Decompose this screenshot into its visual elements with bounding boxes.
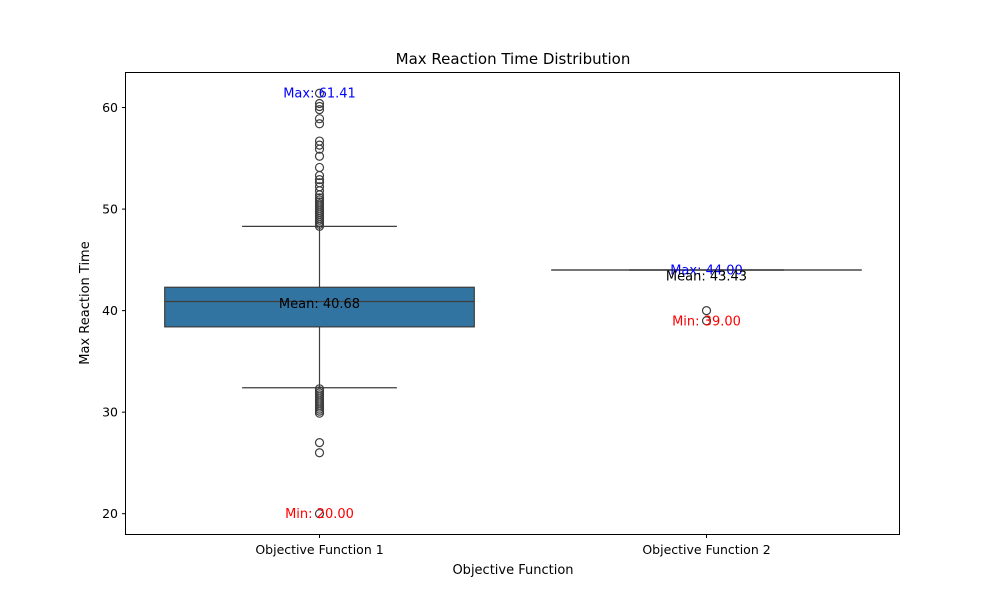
- outlier-point: [314, 438, 325, 448]
- max-annotation: Max: 61.41: [283, 87, 356, 102]
- mean-annotation: Mean: 43.43: [666, 269, 747, 284]
- outlier-point: [314, 509, 325, 519]
- box-group-1: Max: 61.41 Mean: 40.68 Min: 20.00: [164, 87, 475, 522]
- min-annotation: Min: 20.00: [285, 507, 354, 522]
- outlier-point: [314, 98, 325, 109]
- iqr-box: [164, 286, 475, 328]
- outlier-point: [314, 140, 325, 150]
- chart-title: Max Reaction Time Distribution: [396, 50, 631, 68]
- min-annotation: Min: 39.00: [672, 314, 741, 329]
- outlier-point: [314, 136, 325, 146]
- outlier-point: [701, 306, 712, 316]
- outlier-point: [314, 114, 325, 124]
- y-tick-label: 20: [102, 506, 118, 521]
- plot-area: 20 30 40 50 60 Objective Function 1 Objective …: [102, 87, 862, 557]
- outlier-point: [314, 448, 325, 458]
- x-tick-label: Objective Function 1: [255, 542, 383, 557]
- y-tick-label: 40: [102, 303, 118, 318]
- outlier-point: [314, 104, 325, 115]
- outlier-point: [314, 408, 325, 418]
- outlier-point: [314, 119, 325, 129]
- y-tick-label: 60: [102, 100, 118, 115]
- axes-frame: [125, 72, 900, 535]
- mean-annotation: Mean: 40.68: [279, 297, 360, 312]
- outlier-point: [314, 88, 325, 98]
- outlier-point: [314, 182, 325, 192]
- max-annotation: Max: 44.00: [670, 264, 743, 279]
- outlier-point: [314, 151, 325, 161]
- outlier-point: [314, 101, 325, 112]
- outlier-point: [314, 162, 325, 173]
- y-tick-label: 50: [102, 202, 118, 217]
- y-tick-label: 30: [102, 405, 118, 420]
- outlier-point: [314, 193, 325, 203]
- outlier-point: [314, 175, 325, 185]
- x-axis-label: Objective Function: [452, 563, 573, 578]
- outlier-point: [701, 316, 712, 326]
- outlier-point: [314, 178, 325, 188]
- y-axis-label: Max Reaction Time: [78, 241, 93, 364]
- x-tick-label: Objective Function 2: [642, 542, 770, 557]
